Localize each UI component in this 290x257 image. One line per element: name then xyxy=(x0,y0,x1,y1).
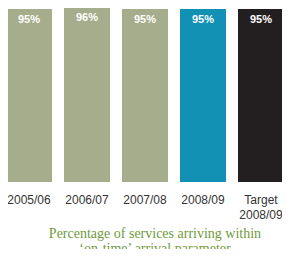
svg-text:95%: 95% xyxy=(18,13,40,25)
html-text:Percentage of services arrivin: Percentage of services arriving within ‘… xyxy=(48,226,262,256)
svg-text:Target2008/09: Target2008/09 xyxy=(239,193,282,222)
svg-text:96%: 96% xyxy=(76,11,98,23)
svg-text:2007/08: 2007/08 xyxy=(123,193,167,207)
svg-text:95%: 95% xyxy=(250,13,272,25)
svg-text:95%: 95% xyxy=(192,13,214,25)
svg-text:2006/07: 2006/07 xyxy=(65,193,109,207)
svg-text:2005/06: 2005/06 xyxy=(8,193,51,207)
svg-text:2008/09: 2008/09 xyxy=(181,193,225,207)
svg-text:95%: 95% xyxy=(134,13,156,25)
